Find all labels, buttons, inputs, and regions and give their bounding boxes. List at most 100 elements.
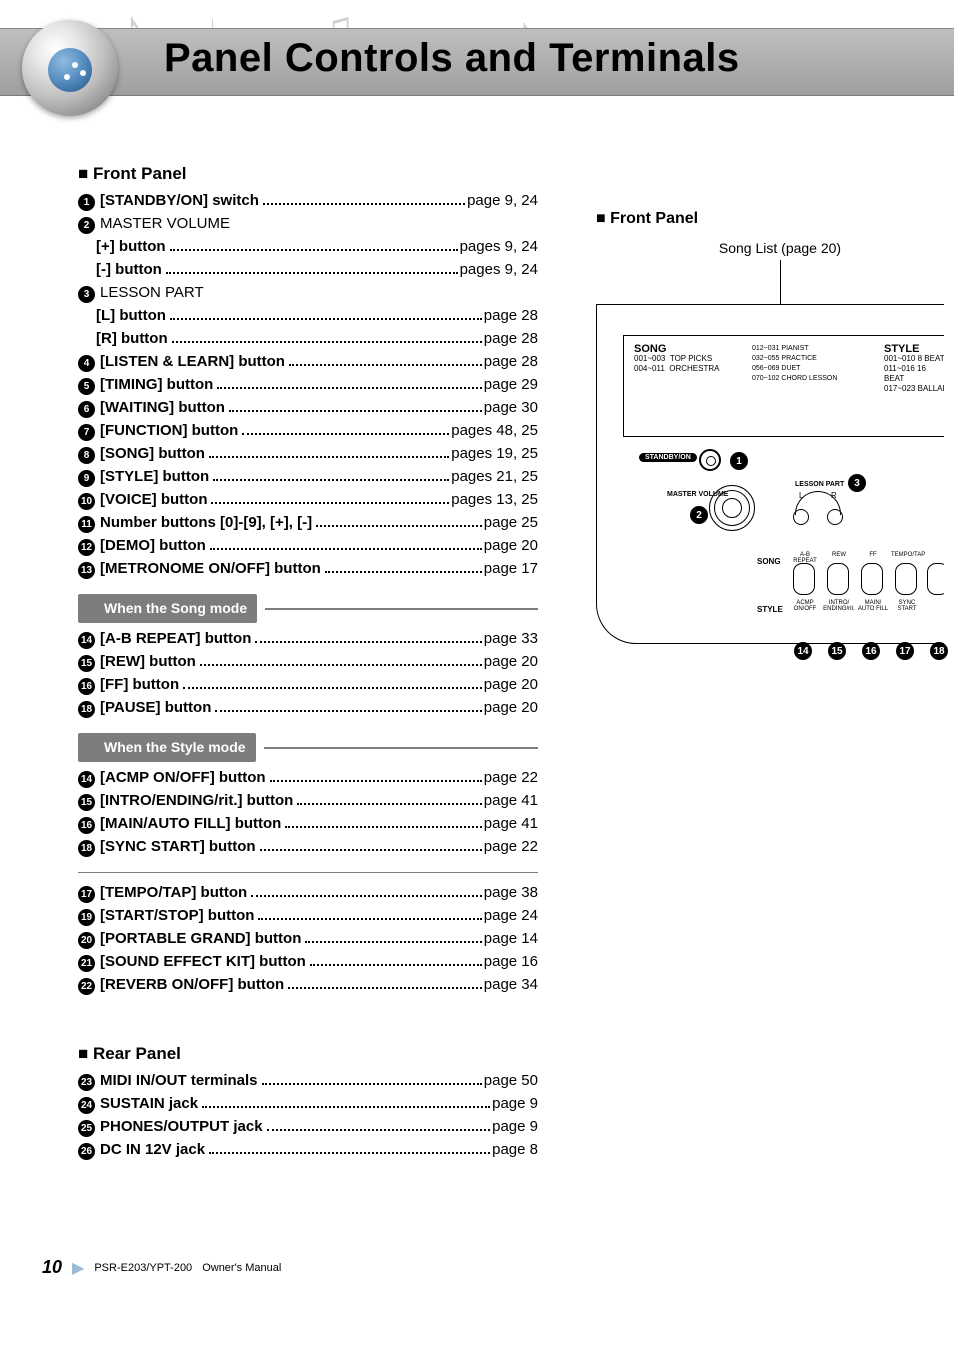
- callout-18: 18: [930, 642, 948, 660]
- leader-dots: [310, 964, 482, 966]
- item-page: pages 13, 25: [451, 488, 538, 511]
- rear-panel-heading: Rear Panel: [78, 1042, 538, 1065]
- index-row: 15[INTRO/ENDING/rit.] buttonpage 41: [78, 789, 538, 812]
- item-label: Number buttons [0]-[9], [+], [-]: [100, 511, 312, 534]
- logo-orb-inner: [48, 48, 92, 92]
- index-row: 3 LESSON PART: [78, 281, 538, 304]
- btn-label: SYNC START: [891, 600, 923, 612]
- item-page: page 28: [484, 304, 538, 327]
- item-page: page 33: [484, 627, 538, 650]
- index-row: 20[PORTABLE GRAND] buttonpage 14: [78, 927, 538, 950]
- item-page: page 29: [484, 373, 538, 396]
- item-page: page 41: [484, 789, 538, 812]
- item-number: 16: [78, 678, 95, 695]
- item-label: [FUNCTION] button: [100, 419, 238, 442]
- sheet-text: PIANIST: [781, 345, 808, 352]
- item-label: [INTRO/ENDING/rit.] button: [100, 789, 293, 812]
- item-label: [DEMO] button: [100, 534, 206, 557]
- item-page: page 34: [484, 973, 538, 996]
- sheet-text: 056~069: [752, 365, 779, 372]
- item-page: page 20: [484, 673, 538, 696]
- item-page: page 20: [484, 534, 538, 557]
- sheet-text: 070~102: [752, 375, 779, 382]
- index-row: 19[START/STOP] buttonpage 24: [78, 904, 538, 927]
- right-panel: Front Panel Song List (page 20) SONG 001…: [596, 204, 946, 232]
- lesson-L-button-icon: [793, 509, 809, 525]
- callout-2: 2: [690, 506, 708, 524]
- leader-dots: [172, 341, 482, 343]
- sheet-text: ORCHESTRA: [669, 364, 719, 373]
- item-label: [STANDBY/ON] switch: [100, 189, 259, 212]
- sheet-song-header: SONG: [634, 344, 719, 354]
- index-row: 17[TEMPO/TAP] buttonpage 38: [78, 881, 538, 904]
- index-row: 25PHONES/OUTPUT jackpage 9: [78, 1115, 538, 1138]
- leader-dots: [297, 803, 481, 805]
- item-label: [SYNC START] button: [100, 835, 256, 858]
- index-row: [+] buttonpages 9, 24: [78, 235, 538, 258]
- front-panel-heading: Front Panel: [78, 162, 538, 185]
- leader-dots: [213, 479, 449, 481]
- logo-dot: [64, 74, 70, 80]
- callout-3: 3: [848, 474, 866, 492]
- item-label: [METRONOME ON/OFF] button: [100, 557, 321, 580]
- footer-doc: Owner's Manual: [202, 1262, 281, 1274]
- item-number: 22: [78, 978, 95, 995]
- item-label: [L] button: [96, 304, 166, 327]
- leader-dots: [209, 1152, 490, 1154]
- item-page: page 16: [484, 950, 538, 973]
- leader-dots: [242, 433, 449, 435]
- logo-dot: [72, 62, 78, 68]
- leader-dots: [217, 387, 481, 389]
- leader-dots: [255, 641, 481, 643]
- item-number: 3: [78, 286, 95, 303]
- item-label: [-] button: [96, 258, 162, 281]
- sheet-text: DUET: [781, 365, 800, 372]
- page-number: 10: [42, 1257, 62, 1278]
- leader-dots: [260, 849, 482, 851]
- item-page: page 9: [492, 1115, 538, 1138]
- item-number: 7: [78, 424, 95, 441]
- item-page: page 22: [484, 835, 538, 858]
- index-row: 8[SONG] buttonpages 19, 25: [78, 442, 538, 465]
- item-page: page 14: [484, 927, 538, 950]
- footer: 10 ▶ PSR-E203/YPT-200 Owner's Manual: [42, 1257, 281, 1278]
- separator: [78, 872, 538, 873]
- style-mode-band: When the Style mode: [78, 733, 538, 762]
- leader-dots: [229, 410, 482, 412]
- item-page: page 17: [484, 557, 538, 580]
- content-column: Front Panel 1[STANDBY/ON] switchpage 9, …: [78, 156, 538, 1161]
- row-style-label: STYLE: [757, 605, 783, 614]
- leader-dots: [288, 987, 482, 989]
- item-label: [REW] button: [100, 650, 196, 673]
- item-label: [+] button: [96, 235, 166, 258]
- btn-label: INTRO/ ENDING/rit.: [823, 600, 855, 612]
- item-page: pages 9, 24: [460, 258, 538, 281]
- leader-dots: [289, 364, 482, 366]
- item-number: 13: [78, 562, 95, 579]
- item-page: page 22: [484, 766, 538, 789]
- sheet-text: PRACTICE: [781, 355, 816, 362]
- item-page: page 20: [484, 696, 538, 719]
- leader-dots: [258, 918, 481, 920]
- page-title: Panel Controls and Terminals: [164, 36, 740, 81]
- standby-label: STANDBY/ON: [639, 453, 697, 462]
- item-number: 16: [78, 817, 95, 834]
- index-row: 18[PAUSE] buttonpage 20: [78, 696, 538, 719]
- index-row: 10[VOICE] buttonpages 13, 25: [78, 488, 538, 511]
- sheet-text: TOP PICKS: [670, 354, 712, 363]
- leader-dots: [200, 664, 482, 666]
- leader-dots: [210, 548, 482, 550]
- volume-knob-icon: [709, 485, 755, 531]
- item-label: [R] button: [96, 327, 168, 350]
- item-label: [PAUSE] button: [100, 696, 211, 719]
- leader-dots: [263, 203, 465, 205]
- item-label: DC IN 12V jack: [100, 1138, 205, 1161]
- item-number: 9: [78, 470, 95, 487]
- item-page: page 24: [484, 904, 538, 927]
- item-label: [ACMP ON/OFF] button: [100, 766, 266, 789]
- index-row: 16[MAIN/AUTO FILL] buttonpage 41: [78, 812, 538, 835]
- item-number: 18: [78, 840, 95, 857]
- item-label: LESSON PART: [100, 281, 204, 304]
- device-button-icon: [895, 563, 917, 595]
- lesson-L: L: [799, 491, 803, 500]
